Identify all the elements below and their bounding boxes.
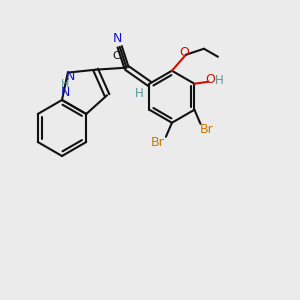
- Text: O: O: [179, 46, 189, 59]
- Text: N: N: [60, 85, 70, 98]
- Text: H: H: [135, 87, 144, 100]
- Text: O: O: [206, 73, 215, 86]
- Text: Br: Br: [200, 123, 213, 136]
- Text: N: N: [66, 70, 76, 83]
- Text: N: N: [113, 32, 122, 45]
- Text: H: H: [215, 74, 224, 87]
- Text: Br: Br: [151, 136, 165, 149]
- Text: H: H: [61, 79, 69, 89]
- Text: C: C: [112, 51, 120, 61]
